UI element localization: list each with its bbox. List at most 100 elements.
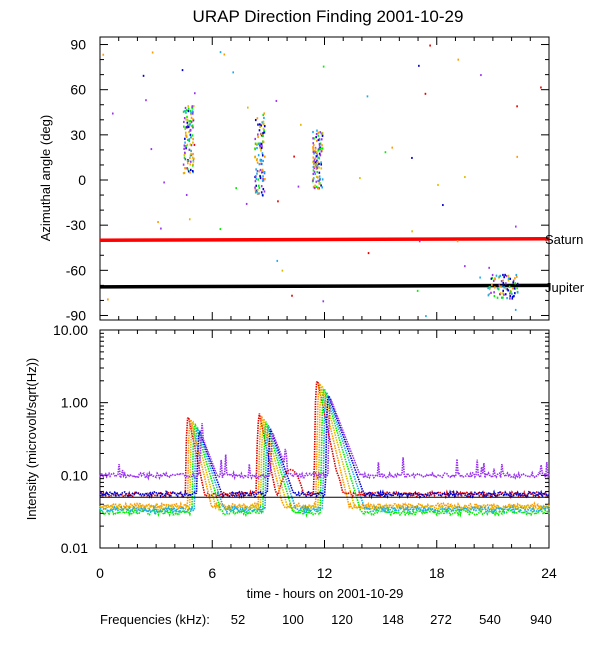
azimuth-point (317, 187, 320, 190)
azimuth-point (261, 145, 263, 148)
azimuth-point (505, 274, 508, 278)
azimuth-point (257, 133, 259, 136)
azimuth-point (276, 259, 279, 262)
azimuth-point (314, 151, 316, 154)
azimuth-point (491, 283, 493, 287)
azimuth-point (192, 163, 194, 166)
azimuth-point (261, 134, 263, 137)
azimuth-point (262, 132, 264, 135)
azimuth-point (190, 144, 193, 147)
azimuth-point (321, 134, 324, 137)
azimuth-point (263, 190, 266, 193)
azimuth-point (260, 142, 263, 145)
azimuth-point (259, 143, 262, 146)
azimuth-point (260, 146, 263, 150)
azimuth-point (190, 136, 192, 139)
azimuth-point (500, 285, 503, 288)
azimuth-point (318, 178, 321, 181)
azimuth-point (259, 123, 261, 126)
azimuth-point (183, 156, 186, 159)
azimuth-point (261, 169, 264, 172)
azimuth-point (313, 170, 316, 174)
azimuth-point (186, 121, 189, 124)
azimuth-point (258, 143, 260, 146)
azimuth-point (313, 152, 315, 155)
azimuth-point (425, 315, 427, 318)
azimuth-point (317, 131, 320, 134)
azimuth-point (191, 156, 194, 159)
azimuth-point (540, 86, 542, 89)
azimuth-point (183, 147, 185, 150)
azimuth-point (314, 184, 316, 187)
azimuth-point (256, 143, 258, 146)
azimuth-point (189, 154, 192, 157)
azimuth-point (322, 65, 325, 68)
legend-title: Frequencies (kHz): (100, 612, 210, 627)
azimuth-point (508, 277, 510, 280)
azimuth-point (189, 143, 192, 146)
azimuth-point (254, 142, 257, 145)
azimuth-point (188, 120, 191, 123)
azimuth-point (315, 175, 318, 178)
azimuth-point (312, 142, 315, 145)
azimuth-point (191, 169, 194, 173)
azimuth-point (188, 130, 190, 134)
azimuth-point (507, 279, 510, 282)
azimuth-point (500, 296, 503, 299)
azimuth-point (512, 279, 515, 282)
azimuth-point (189, 129, 191, 132)
azimuth-point (254, 155, 257, 158)
azimuth-point (516, 282, 519, 285)
azimuth-point (503, 293, 505, 296)
azimuth-point (321, 147, 324, 150)
azimuth-point (293, 155, 295, 158)
azimuth-point (318, 146, 321, 149)
azimuth-point (261, 154, 264, 157)
azimuth-point (312, 165, 315, 169)
azimuth-point (262, 127, 265, 130)
azimuth-point (256, 192, 259, 195)
azimuth-point (188, 218, 191, 221)
azimuth-point (502, 281, 505, 285)
azimuth-point (262, 175, 264, 178)
azimuth-point (256, 169, 259, 173)
azimuth-point (487, 294, 490, 297)
legend-entry-100: 100 (282, 612, 304, 627)
azimuth-point (183, 144, 186, 147)
azimuth-point (262, 141, 265, 144)
saturn-label: Saturn (545, 232, 583, 247)
jupiter-label: Jupiter (545, 280, 585, 295)
azimuth-point (504, 293, 507, 296)
azimuth-point (321, 186, 324, 189)
azimuth-point (186, 159, 189, 162)
azimuth-point (494, 278, 496, 281)
azimuth-point (314, 150, 316, 153)
azimuth-point (315, 155, 318, 158)
azimuth-point (317, 179, 320, 182)
azimuth-point (189, 120, 192, 123)
azimuth-point (312, 161, 315, 165)
azimuth-point (257, 178, 260, 181)
azimuth-point (189, 168, 192, 172)
azimuth-point (316, 139, 318, 143)
azimuth-point (312, 143, 315, 147)
azimuth-tick-label: 0 (78, 172, 86, 188)
azimuth-point (260, 185, 263, 188)
azimuth-point (318, 152, 321, 155)
azimuth-point (502, 283, 505, 286)
azimuth-point (516, 105, 518, 108)
azimuth-point (185, 193, 188, 196)
azimuth-point (493, 294, 496, 298)
azimuth-point (187, 107, 190, 110)
azimuth-point (262, 113, 265, 117)
azimuth-point (411, 230, 413, 233)
azimuth-point (312, 169, 315, 172)
azimuth-point (262, 179, 265, 182)
x-tick-label: 24 (541, 565, 557, 581)
azimuth-point (262, 159, 264, 163)
azimuth-point (502, 292, 504, 295)
azimuth-point (184, 134, 187, 137)
azimuth-point (255, 177, 258, 180)
azimuth-point (263, 112, 266, 115)
azimuth-point (186, 118, 189, 121)
